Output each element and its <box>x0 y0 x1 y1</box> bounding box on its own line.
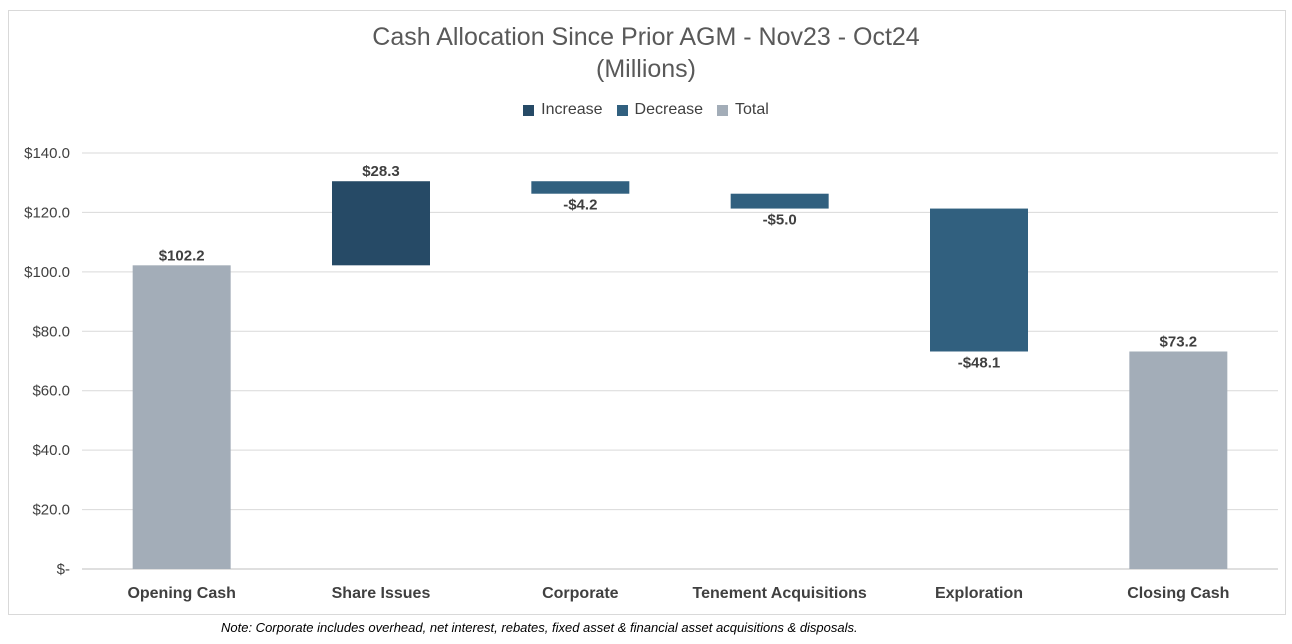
legend-item-increase: Increase <box>523 101 603 119</box>
y-tick-label: $140.0 <box>24 145 70 162</box>
y-tick-label: $60.0 <box>32 383 70 400</box>
category-label: Closing Cash <box>1127 585 1229 602</box>
data-label: $73.2 <box>1160 333 1198 350</box>
category-label: Share Issues <box>332 585 431 602</box>
chart-frame <box>8 10 1286 615</box>
data-label: $102.2 <box>159 247 205 264</box>
legend-swatch-decrease <box>616 104 628 116</box>
footnote: Note: Corporate includes overhead, net i… <box>221 620 858 635</box>
category-label: Exploration <box>935 585 1023 602</box>
legend-label-total: Total <box>735 101 769 118</box>
category-label: Opening Cash <box>127 585 235 602</box>
bar-decrease <box>730 193 829 209</box>
legend-item-total: Total <box>717 101 769 119</box>
bar-decrease <box>531 181 630 194</box>
category-label: Corporate <box>542 585 619 602</box>
data-label: -$5.0 <box>763 212 797 229</box>
bar-total <box>1129 351 1228 569</box>
bar-increase <box>332 181 430 266</box>
legend-label-decrease: Decrease <box>634 101 704 118</box>
y-tick-label: $40.0 <box>32 442 70 459</box>
legend-swatch-total <box>717 104 729 116</box>
chart-title: Cash Allocation Since Prior AGM - Nov23 … <box>372 23 920 51</box>
y-tick-label: $- <box>57 561 70 578</box>
chart-legend: Increase Decrease Total <box>0 101 1292 119</box>
y-tick-label: $20.0 <box>32 502 70 519</box>
legend-item-decrease: Decrease <box>616 101 704 119</box>
chart-subtitle: (Millions) <box>596 55 696 83</box>
category-label: Tenement Acquisitions <box>693 585 867 602</box>
y-tick-label: $120.0 <box>24 204 70 221</box>
data-label: -$48.1 <box>958 354 1001 371</box>
y-tick-label: $100.0 <box>24 264 70 281</box>
y-tick-label: $80.0 <box>32 323 70 340</box>
data-label: -$4.2 <box>563 197 597 214</box>
data-label: $28.3 <box>362 163 400 180</box>
legend-swatch-increase <box>523 104 535 116</box>
legend-label-increase: Increase <box>541 101 603 118</box>
bar-total <box>132 265 231 569</box>
bar-decrease <box>930 208 1028 352</box>
